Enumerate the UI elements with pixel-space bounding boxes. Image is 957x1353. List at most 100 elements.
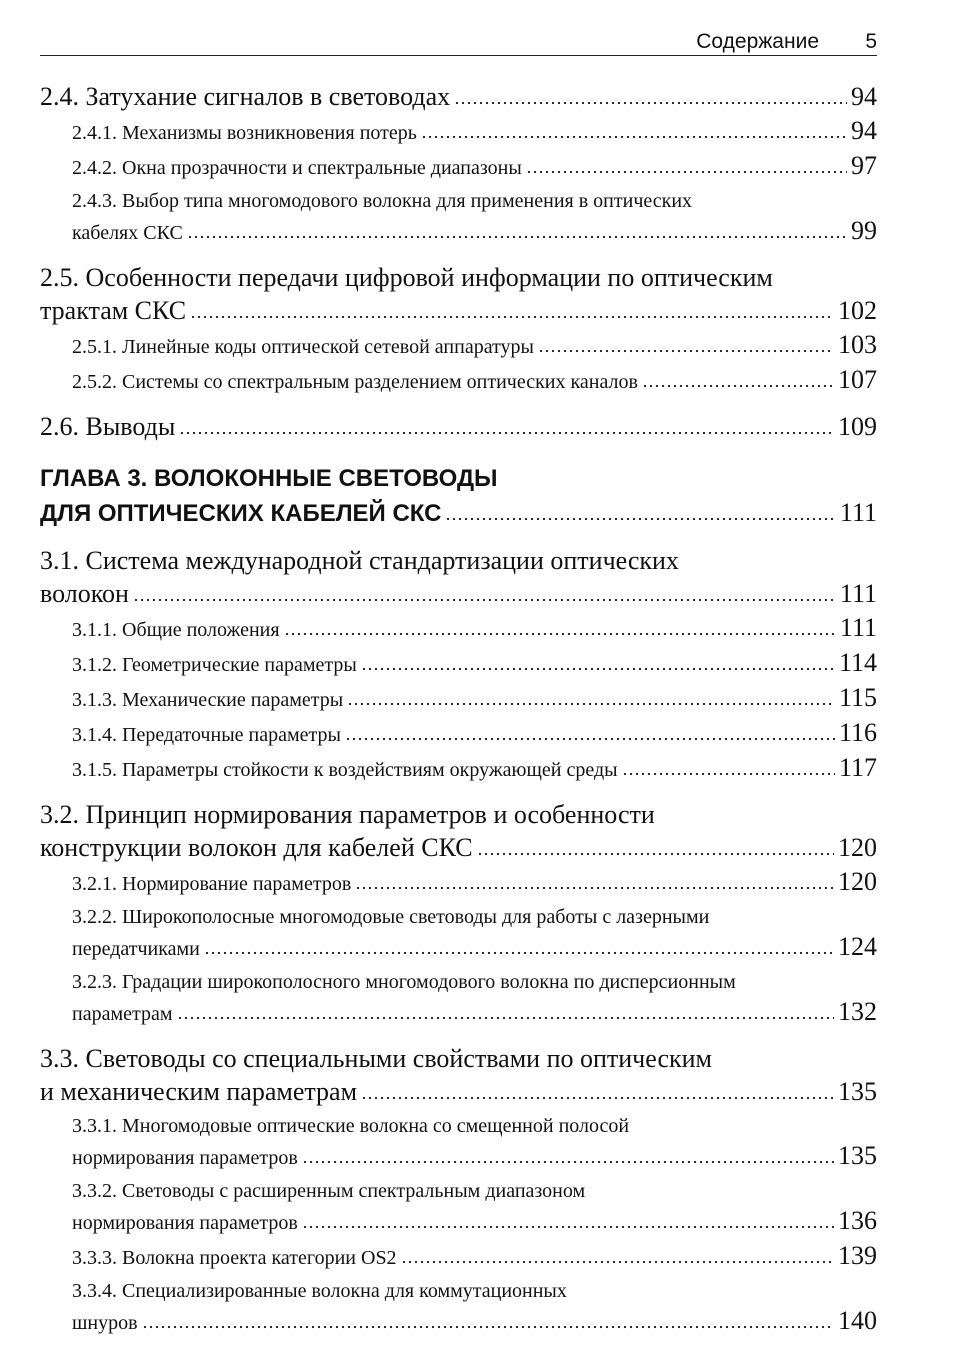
entry-line: 3.3.3. Волокна проекта категории OS2 139 bbox=[72, 1241, 877, 1273]
subsection-entry: 3.3.4. Специализированные волокна для ко… bbox=[72, 1276, 877, 1338]
entry-text: 3.1.2. Геометрические параметры bbox=[72, 654, 357, 676]
entry-text: 3.2. Принцип нормирования параметров и о… bbox=[40, 800, 655, 829]
header-title: Содержание bbox=[696, 30, 819, 53]
entry-text: шнуров bbox=[72, 1312, 138, 1334]
running-header: Содержание 5 bbox=[40, 28, 877, 56]
entry-text: 3.3.1. Многомодовые оптические волокна с… bbox=[72, 1115, 630, 1137]
entry-page: 111 bbox=[839, 579, 877, 608]
entry-line: 2.6. Выводы 109 bbox=[40, 410, 877, 443]
entry-line: нормирования параметров 136 bbox=[72, 1206, 877, 1238]
entry-page: 117 bbox=[838, 753, 877, 782]
subsection-entry: 2.4.3. Выбор типа многомодового волокна … bbox=[72, 186, 877, 248]
entry-text: 3.1. Система международной стандартизаци… bbox=[40, 546, 679, 575]
entry-text: 3.2.1. Нормирование параметров bbox=[72, 873, 352, 895]
entry-line: ГЛАВА 3. ВОЛОКОННЫЕ СВЕТОВОДЫ bbox=[40, 462, 877, 496]
entry-text: конструкции волокон для кабелей СКС bbox=[40, 833, 473, 862]
section-entry: 3.1. Система международной стандартизаци… bbox=[40, 544, 877, 610]
entry-line: 3.3.4. Специализированные волокна для ко… bbox=[72, 1276, 877, 1306]
entry-line: 2.4.1. Механизмы возникновения потерь 94 bbox=[72, 116, 877, 148]
entry-text: 3.3.4. Специализированные волокна для ко… bbox=[72, 1280, 567, 1302]
entry-text: 3.3.2. Световоды с расширенным спектраль… bbox=[72, 1180, 586, 1202]
entry-page: 124 bbox=[838, 932, 877, 961]
dot-leader bbox=[537, 349, 834, 353]
entry-page: 102 bbox=[838, 296, 877, 325]
entry-page: 94 bbox=[851, 82, 877, 111]
entry-line: волокон 111 bbox=[40, 577, 877, 610]
entry-page: 116 bbox=[838, 718, 877, 747]
entry-text: и механическим параметрам bbox=[40, 1077, 358, 1106]
entry-page: 111 bbox=[839, 498, 877, 527]
entry-text: 3.3. Световоды со специальными свойствам… bbox=[40, 1044, 712, 1073]
entry-line: 3.1.2. Геометрические параметры 114 bbox=[72, 648, 877, 680]
entry-line: 2.5.1. Линейные коды оптической сетевой … bbox=[72, 330, 877, 362]
dot-leader bbox=[344, 737, 835, 741]
entry-page: 97 bbox=[851, 151, 877, 180]
dot-leader bbox=[420, 135, 847, 139]
section-entry: 2.4. Затухание сигналов в световодах 94 bbox=[40, 80, 877, 113]
entry-line: 3.1.3. Механические параметры 115 bbox=[72, 683, 877, 715]
subsection-entry: 3.3.1. Многомодовые оптические волокна с… bbox=[72, 1111, 877, 1173]
page-number: 5 bbox=[865, 30, 877, 53]
entry-page: 111 bbox=[839, 613, 877, 642]
dot-leader bbox=[621, 772, 835, 776]
entry-line: 3.1.1. Общие положения 111 bbox=[72, 613, 877, 645]
subsection-entry: 3.1.1. Общие положения 111 bbox=[72, 613, 877, 645]
entry-line: параметрам 132 bbox=[72, 997, 877, 1029]
dot-leader bbox=[301, 1160, 834, 1164]
section-entry: 2.5. Особенности передачи цифровой инфор… bbox=[40, 261, 877, 327]
entry-page: 103 bbox=[838, 330, 877, 359]
dot-leader bbox=[283, 632, 836, 636]
entry-line: трактам СКС 102 bbox=[40, 294, 877, 327]
subsection-entry: 3.2.2. Широкополосные многомодовые свето… bbox=[72, 902, 877, 964]
dot-leader bbox=[400, 1260, 834, 1264]
dot-leader bbox=[355, 886, 834, 890]
entry-line: 3.1.5. Параметры стойкости к воздействия… bbox=[72, 753, 877, 785]
entry-line: кабелях СКС 99 bbox=[72, 216, 877, 248]
dot-leader bbox=[176, 1016, 834, 1020]
section-entry: 2.6. Выводы 109 bbox=[40, 410, 877, 443]
entry-line: шнуров 140 bbox=[72, 1306, 877, 1338]
entry-text: 2.4.1. Механизмы возникновения потерь bbox=[72, 122, 417, 144]
entry-text: 3.3.3. Волокна проекта категории OS2 bbox=[72, 1247, 397, 1269]
subsection-entry: 3.1.4. Передаточные параметры 116 bbox=[72, 718, 877, 750]
entry-page: 120 bbox=[838, 833, 877, 862]
entry-line: 2.4.3. Выбор типа многомодового волокна … bbox=[72, 186, 877, 216]
entry-page: 132 bbox=[838, 997, 877, 1026]
entry-page: 140 bbox=[838, 1306, 877, 1335]
entry-line: и механическим параметрам 135 bbox=[40, 1075, 877, 1108]
dot-leader bbox=[360, 667, 835, 671]
entry-line: 2.4. Затухание сигналов в световодах 94 bbox=[40, 80, 877, 113]
entry-line: 3.3. Световоды со специальными свойствам… bbox=[40, 1042, 877, 1075]
entry-page: 135 bbox=[838, 1077, 877, 1106]
dot-leader bbox=[203, 951, 834, 955]
dot-leader bbox=[445, 517, 836, 521]
subsection-entry: 3.1.2. Геометрические параметры 114 bbox=[72, 648, 877, 680]
entry-line: 3.1. Система международной стандартизаци… bbox=[40, 544, 877, 577]
entry-text: 2.6. Выводы bbox=[40, 412, 176, 441]
entry-text: передатчиками bbox=[72, 938, 200, 960]
entry-text: 3.2.3. Градации широкополосного многомод… bbox=[72, 971, 736, 993]
entry-page: 115 bbox=[838, 683, 877, 712]
entry-line: 3.2.1. Нормирование параметров 120 bbox=[72, 867, 877, 899]
subsection-entry: 3.3.3. Волокна проекта категории OS2 139 bbox=[72, 1241, 877, 1273]
entry-text: нормирования параметров bbox=[72, 1212, 298, 1234]
entry-page: 94 bbox=[851, 116, 877, 145]
entry-line: 2.5. Особенности передачи цифровой инфор… bbox=[40, 261, 877, 294]
subsection-entry: 3.1.5. Параметры стойкости к воздействия… bbox=[72, 753, 877, 785]
subsection-entry: 2.4.1. Механизмы возникновения потерь 94 bbox=[72, 116, 877, 148]
dot-leader bbox=[454, 101, 847, 105]
subsection-entry: 3.3.2. Световоды с расширенным спектраль… bbox=[72, 1176, 877, 1238]
dot-leader bbox=[179, 431, 834, 435]
entry-text: нормирования параметров bbox=[72, 1147, 298, 1169]
subsection-entry: 3.2.3. Градации широкополосного многомод… bbox=[72, 967, 877, 1029]
subsection-entry: 3.2.1. Нормирование параметров 120 bbox=[72, 867, 877, 899]
dot-leader bbox=[186, 235, 847, 239]
dot-leader bbox=[190, 315, 834, 319]
entry-text: 3.2.2. Широкополосные многомодовые свето… bbox=[72, 906, 710, 928]
entry-line: 3.2. Принцип нормирования параметров и о… bbox=[40, 798, 877, 831]
dot-leader bbox=[301, 1225, 834, 1229]
entry-page: 107 bbox=[838, 365, 877, 394]
dot-leader bbox=[525, 170, 847, 174]
entry-page: 135 bbox=[838, 1141, 877, 1170]
